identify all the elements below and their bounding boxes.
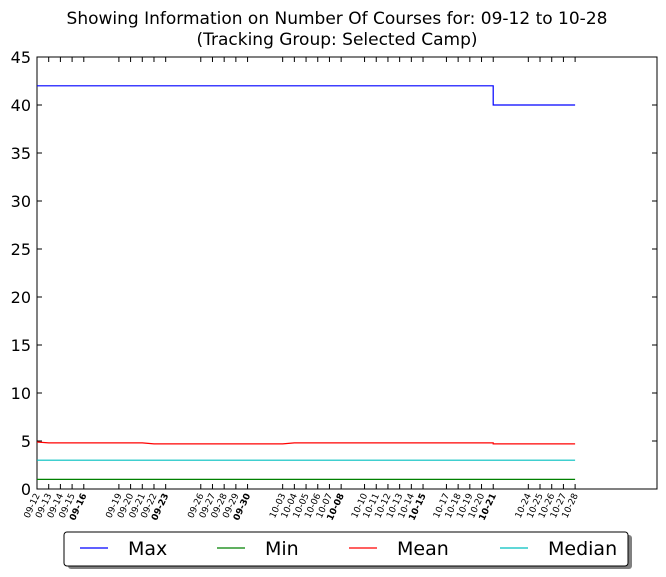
series-layer [36, 85, 576, 480]
legend-box [63, 531, 629, 567]
legend-label-mean: Mean [397, 538, 449, 560]
y-tick-label: 25 [11, 240, 31, 259]
y-tick-label: 30 [11, 192, 31, 211]
y-tick-label: 15 [11, 336, 31, 355]
legend: Max Min Mean Median [63, 531, 632, 569]
series-line-max [37, 85, 576, 106]
y-axis: 0 5 10 15 20 25 30 35 40 45 [11, 48, 657, 499]
y-tick-label: 10 [11, 384, 31, 403]
legend-label-min: Min [265, 538, 299, 560]
chart-subtitle: (Tracking Group: Selected Camp) [196, 30, 477, 50]
legend-label-median: Median [548, 538, 617, 560]
chart-title: Showing Information on Number Of Courses… [67, 9, 608, 29]
y-tick-label: 35 [11, 144, 31, 163]
y-tick-label: 0 [21, 480, 31, 499]
plot-frame [36, 56, 658, 490]
series-line-mean [36, 441, 576, 445]
y-tick-label: 20 [11, 288, 31, 307]
y-tick-label: 45 [11, 48, 31, 67]
y-tick-label: 40 [11, 96, 31, 115]
y-tick-label: 5 [21, 432, 31, 451]
legend-label-max: Max [128, 538, 167, 560]
